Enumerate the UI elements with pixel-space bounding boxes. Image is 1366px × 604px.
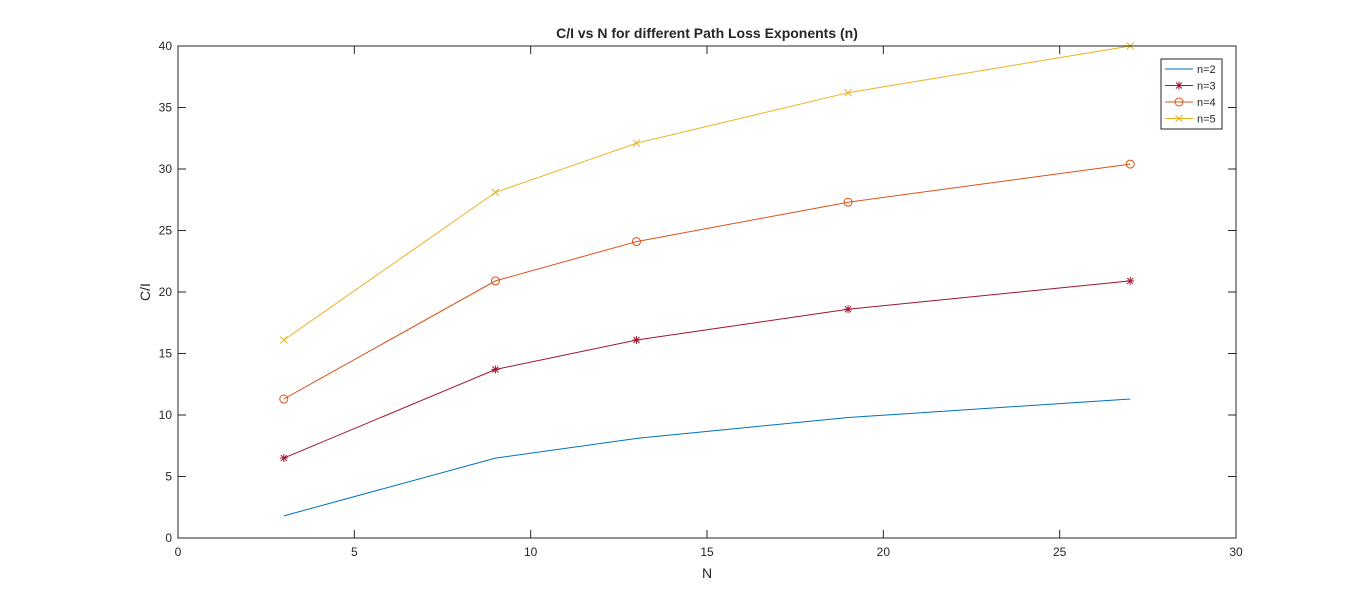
x-tick-label: 15: [700, 545, 714, 559]
data-point: [632, 335, 641, 344]
y-tick-label: 15: [159, 347, 173, 361]
y-tick-label: 40: [159, 39, 173, 53]
data-point: [843, 197, 853, 207]
y-tick-label: 20: [159, 285, 173, 299]
legend-item: n=2: [1165, 64, 1216, 76]
data-point: [491, 365, 500, 374]
legend-marker: [1175, 81, 1183, 90]
data-point: [1126, 276, 1135, 285]
series-n-2: [283, 398, 1131, 517]
data-point: [1125, 159, 1135, 169]
data-point: [844, 88, 852, 97]
legend-label: n=5: [1197, 114, 1216, 126]
chart-title: C/I vs N for different Path Loss Exponen…: [556, 25, 858, 41]
legend-label: n=3: [1197, 81, 1216, 93]
legend-label: n=4: [1197, 97, 1216, 109]
data-point: [279, 336, 288, 344]
y-axis-title: C/I: [137, 283, 153, 301]
x-tick-label: 20: [877, 545, 891, 559]
series-n-3: [279, 276, 1135, 463]
legend-item: n=5: [1165, 114, 1216, 126]
x-tick-label: 0: [175, 545, 182, 559]
x-axis-title: N: [702, 565, 712, 581]
series-line: [283, 163, 1131, 400]
legend-item: n=4: [1165, 97, 1216, 109]
x-tick-label: 30: [1229, 545, 1243, 559]
y-tick-label: 35: [159, 101, 173, 115]
y-tick-label: 5: [165, 470, 172, 484]
legend-marker: [1175, 114, 1183, 123]
plot-area: [178, 46, 1236, 538]
x-tick-label: 25: [1053, 545, 1067, 559]
y-tick-label: 30: [159, 162, 173, 176]
x-tick-label: 5: [351, 545, 358, 559]
data-point: [631, 237, 641, 247]
series-line: [283, 398, 1131, 517]
y-tick-label: 10: [159, 408, 173, 422]
series-layer: [279, 42, 1135, 517]
legend: n=2 n=3 n=4 n=5: [1160, 58, 1223, 130]
legend-item: n=3: [1165, 81, 1216, 93]
data-point: [632, 139, 641, 148]
legend-marker: [1174, 97, 1184, 107]
data-point: [279, 394, 289, 404]
y-tick-label: 0: [165, 531, 172, 545]
legend-box: [1160, 58, 1223, 130]
data-point: [844, 305, 853, 314]
series-n-4: [279, 159, 1135, 404]
legend-label: n=2: [1197, 64, 1216, 76]
axes-layer: 0 5 10 15 20 25 30 0 5 10 15 20 25 30 35 40: [159, 39, 1243, 559]
data-point: [490, 276, 500, 286]
x-tick-label: 10: [524, 545, 538, 559]
data-point: [491, 188, 500, 197]
y-tick-label: 25: [159, 224, 173, 238]
data-point: [279, 454, 288, 463]
